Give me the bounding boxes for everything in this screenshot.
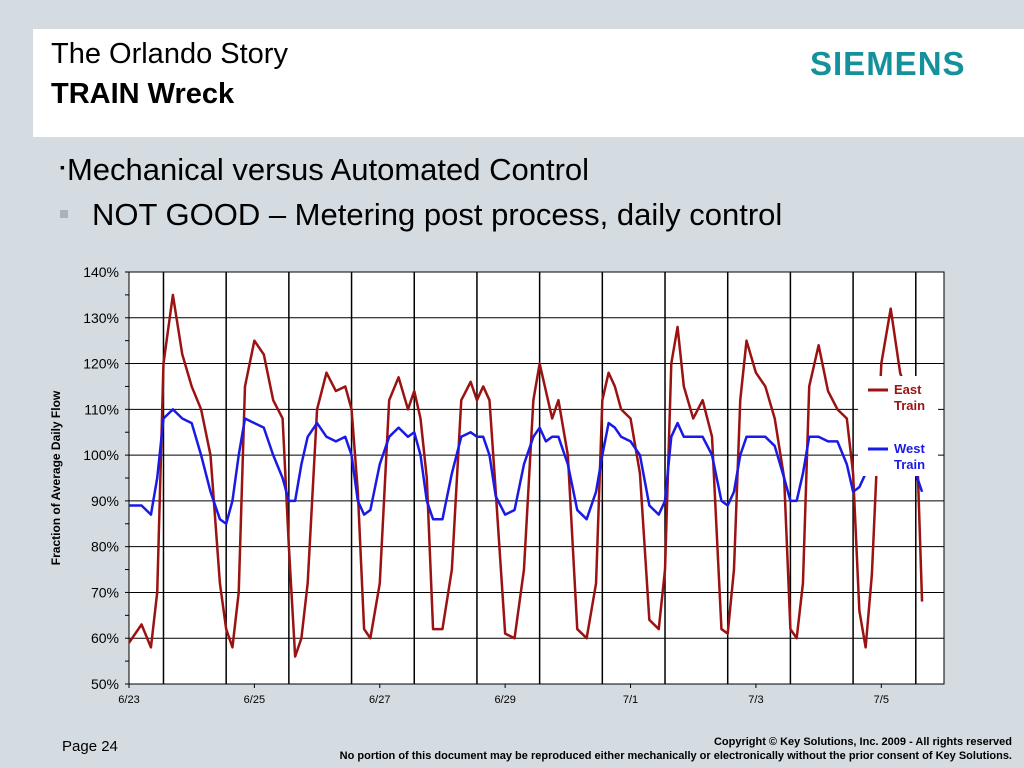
legend-label-line-2: Train	[894, 398, 925, 413]
y-axis-title: Fraction of Average Daily Flow	[49, 390, 63, 565]
x-tick-label: 7/3	[748, 694, 763, 706]
y-tick-label: 100%	[83, 447, 119, 463]
legend-label-line-2: Train	[894, 457, 925, 472]
bullet-text-2: NOT GOOD – Metering post process, daily …	[92, 197, 783, 232]
slide-subtitle: TRAIN Wreck	[51, 78, 235, 110]
legend-label-line-1: West	[894, 441, 925, 456]
bullet-text-1: Mechanical versus Automated Control	[66, 152, 590, 187]
y-tick-label: 120%	[83, 356, 119, 372]
plot-area	[128, 271, 945, 685]
x-tick-label: 7/5	[874, 694, 889, 706]
y-tick-label: 90%	[91, 493, 119, 509]
x-tick-label: 6/27	[369, 694, 390, 706]
y-tick-label: 60%	[91, 630, 119, 646]
x-tick-label: 6/29	[494, 694, 515, 706]
slide-title: The Orlando Story	[51, 38, 288, 70]
flow-chart: 50% 60% 70% 80% 90% 100% 110% 120% 130% 140% 6/23 6…	[0, 255, 1024, 715]
y-tick-label: 110%	[84, 401, 119, 417]
x-tick-label: 6/25	[244, 694, 265, 706]
bullet-marker-icon: ▪	[60, 159, 65, 175]
legend-label-line-1: East	[894, 382, 922, 397]
y-tick-label: 140%	[83, 264, 119, 280]
x-tick-label: 6/23	[118, 694, 139, 706]
title-box: The Orlando Story TRAIN Wreck SIEMENS	[33, 29, 1024, 137]
y-tick-label: 130%	[83, 310, 119, 326]
bullet-item-2: NOT GOOD – Metering post process, daily …	[60, 197, 782, 233]
page-number: Page 24	[62, 738, 118, 755]
bullet-item-1: ▪Mechanical versus Automated Control	[60, 152, 589, 188]
east-train-series-line	[127, 293, 924, 658]
y-tick-label: 50%	[91, 676, 119, 692]
legend-box	[858, 376, 938, 476]
y-tick-label: 70%	[91, 584, 119, 600]
chart-svg: 50% 60% 70% 80% 90% 100% 110% 120% 130% 140% 6/23 6…	[49, 264, 945, 706]
siemens-logo: SIEMENS	[810, 45, 966, 82]
copyright-line-2: No portion of this document may be repro…	[339, 750, 1012, 762]
copyright-line-1: Copyright © Key Solutions, Inc. 2009 - A…	[713, 736, 1012, 748]
x-tick-label: 7/1	[623, 694, 638, 706]
copyright-notice: Copyright © Key Solutions, Inc. 2009 - A…	[340, 735, 1012, 763]
west-train-series-line	[129, 408, 924, 526]
y-tick-label: 80%	[91, 539, 119, 555]
bullet-square-icon	[60, 210, 68, 218]
